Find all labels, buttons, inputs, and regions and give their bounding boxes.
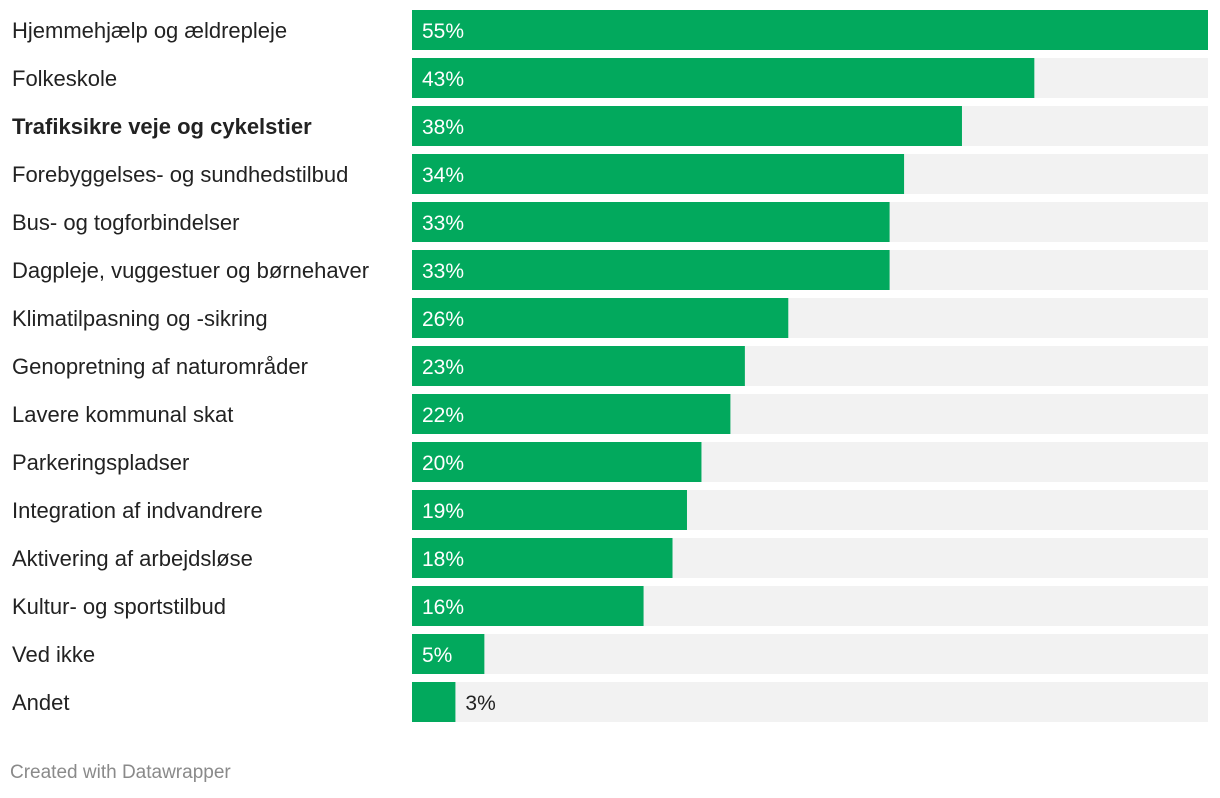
bar (412, 154, 905, 194)
category-label: Integration af indvandrere (12, 498, 263, 523)
bar-row-folkeskole: Folkeskole 43% (12, 58, 1208, 98)
bar-track (412, 682, 1208, 722)
category-label: Ved ikke (12, 642, 95, 667)
bar (412, 10, 1208, 50)
value-label: 55% (422, 20, 464, 43)
value-label: 33% (422, 260, 464, 283)
bar (412, 346, 745, 386)
category-label: Trafiksikre veje og cykelstier (12, 114, 312, 139)
category-label: Lavere kommunal skat (12, 402, 233, 427)
value-label: 26% (422, 308, 464, 331)
bar-row-klimatilpasning-og-sikring: Klimatilpasning og -sikring 26% (12, 298, 1208, 338)
bar-track (412, 634, 1208, 674)
value-label: 33% (422, 212, 464, 235)
bar-row-aktivering-af-arbejdsloese: Aktivering af arbejdsløse 18% (12, 538, 1208, 578)
bar (412, 442, 702, 482)
category-label: Forebyggelses- og sundhedstilbud (12, 162, 348, 187)
value-label: 16% (422, 596, 464, 619)
category-label: Dagpleje, vuggestuer og børnehaver (12, 258, 369, 283)
category-label: Hjemmehjælp og ældrepleje (12, 18, 287, 43)
bar-row-forebyggelses-og-sundhedstilbud: Forebyggelses- og sundhedstilbud 34% (12, 154, 1208, 194)
bar-row-bus-og-togforbindelser: Bus- og togforbindelser 33% (12, 202, 1208, 242)
bar-row-dagpleje-vuggestuer-og-boernehaver: Dagpleje, vuggestuer og børnehaver 33% (12, 250, 1208, 290)
bar (412, 682, 456, 722)
bar-row-andet: Andet 3% (12, 682, 1208, 722)
bar (412, 394, 731, 434)
bar (412, 202, 890, 242)
value-label: 34% (422, 164, 464, 187)
value-label: 20% (422, 452, 464, 475)
value-label: 18% (422, 548, 464, 571)
value-label: 3% (465, 692, 495, 715)
value-label: 43% (422, 68, 464, 91)
value-label: 22% (422, 404, 464, 427)
bar-row-parkeringspladser: Parkeringspladser 20% (12, 442, 1208, 482)
value-label: 38% (422, 116, 464, 139)
bar-row-kultur-og-sportstilbud: Kultur- og sportstilbud 16% (12, 586, 1208, 626)
bar-row-ved-ikke: Ved ikke 5% (12, 634, 1208, 674)
bar-row-hjemmehjaelp-og-aeldrepleje: Hjemmehjælp og ældrepleje 55% (12, 10, 1208, 50)
category-label: Andet (12, 690, 70, 715)
category-label: Klimatilpasning og -sikring (12, 306, 268, 331)
bar (412, 250, 890, 290)
datawrapper-credit: Created with Datawrapper (10, 762, 231, 783)
category-label: Kultur- og sportstilbud (12, 594, 226, 619)
category-label: Bus- og togforbindelser (12, 210, 239, 235)
bar (412, 538, 673, 578)
bar (412, 298, 789, 338)
value-label: 5% (422, 644, 452, 667)
bar-row-trafiksikre-veje-og-cykelstier: Trafiksikre veje og cykelstier 38% (12, 106, 1208, 146)
bar-chart: Hjemmehjælp og ældrepleje 55% Folkeskole 43… (12, 10, 1208, 722)
category-label: Aktivering af arbejdsløse (12, 546, 253, 571)
bar-row-genopretning-af-naturomraader: Genopretning af naturområder 23% (12, 346, 1208, 386)
value-label: 19% (422, 500, 464, 523)
bar (412, 490, 687, 530)
value-label: 23% (422, 356, 464, 379)
bar-row-integration-af-indvandrere: Integration af indvandrere 19% (12, 490, 1208, 530)
category-label: Parkeringspladser (12, 450, 189, 475)
category-label: Genopretning af naturområder (12, 354, 308, 379)
bar (412, 58, 1035, 98)
bar-row-lavere-kommunal-skat: Lavere kommunal skat 22% (12, 394, 1208, 434)
bar (412, 634, 485, 674)
bar (412, 106, 962, 146)
bar (412, 586, 644, 626)
category-label: Folkeskole (12, 66, 117, 91)
